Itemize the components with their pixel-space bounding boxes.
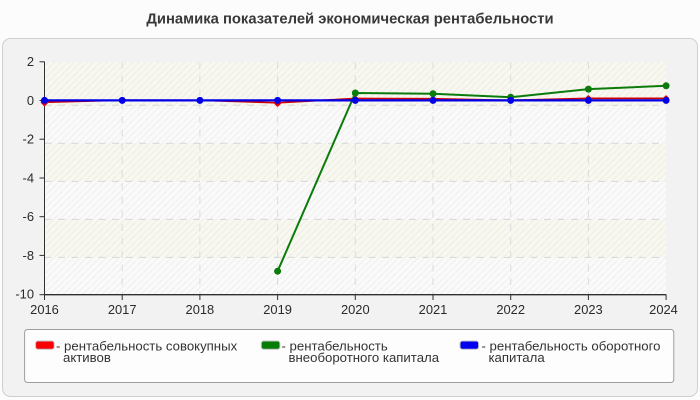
svg-text:2024: 2024 — [649, 302, 678, 317]
svg-text:активов: активов — [63, 350, 111, 365]
svg-text:- рентабельность оборотного: - рентабельность оборотного — [482, 339, 661, 354]
svg-text:Динамика показателей экономиче: Динамика показателей экономическая рента… — [146, 12, 553, 28]
svg-text:2021: 2021 — [419, 302, 448, 317]
svg-text:2023: 2023 — [574, 302, 603, 317]
svg-text:2017: 2017 — [108, 302, 137, 317]
svg-text:-10: -10 — [15, 286, 34, 301]
svg-text:2016: 2016 — [30, 302, 59, 317]
svg-text:2022: 2022 — [496, 302, 525, 317]
svg-text:2020: 2020 — [341, 302, 370, 317]
svg-text:2019: 2019 — [263, 302, 292, 317]
svg-text:- рентабельность совокупных: - рентабельность совокупных — [56, 339, 238, 354]
svg-text:-6: -6 — [23, 209, 34, 224]
svg-text:капитала: капитала — [489, 350, 546, 365]
svg-text:0: 0 — [27, 93, 34, 108]
svg-text:2: 2 — [27, 54, 34, 69]
svg-text:-2: -2 — [23, 132, 34, 147]
svg-text:-8: -8 — [23, 248, 34, 263]
svg-text:2018: 2018 — [186, 302, 215, 317]
svg-text:-4: -4 — [23, 170, 34, 185]
svg-text:- рентабельность: - рентабельность — [282, 339, 388, 354]
svg-text:внеоборотного капитала: внеоборотного капитала — [289, 350, 440, 365]
